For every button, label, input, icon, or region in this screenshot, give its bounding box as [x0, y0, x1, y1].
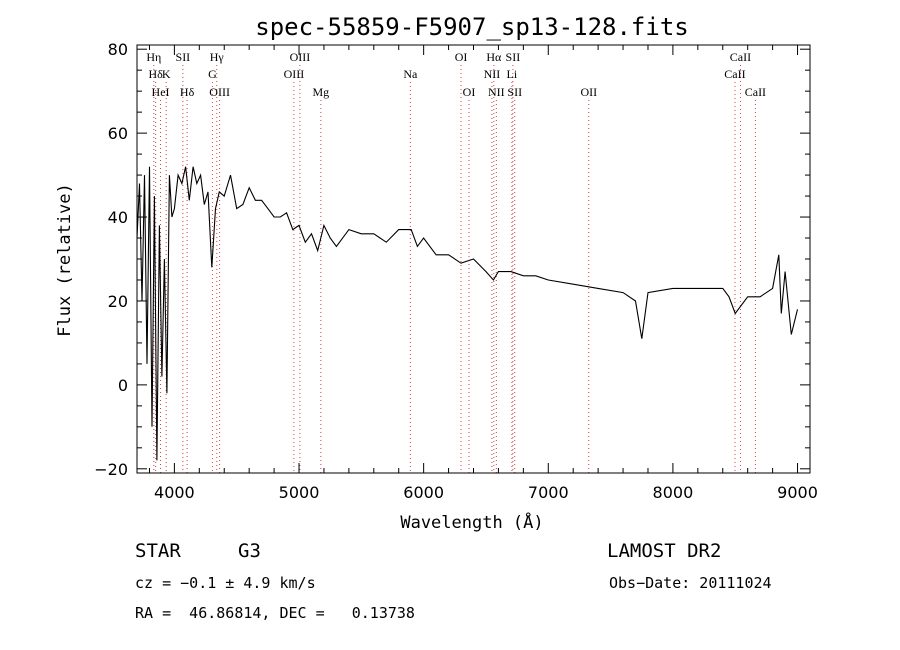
chart-title: spec-55859-F5907_sp13-128.fits [255, 13, 688, 41]
spectral-line-label: OI [455, 50, 468, 64]
spectral-line-label: Li [507, 67, 518, 81]
spectral-line-label: NII [484, 67, 501, 81]
axis-ticks: 4000 5000 6000 7000 8000 9000 −20 0 20 40 60 80 [94, 40, 818, 502]
observation-date: Obs−Date: 20111024 [609, 574, 772, 592]
y-tick-label: 80 [108, 40, 128, 59]
spectral-line-label: SII [507, 85, 522, 99]
spectral-line-label: OIII [290, 50, 311, 64]
x-tick-label: 5000 [279, 483, 320, 502]
spectral-line-label: OIII [209, 85, 230, 99]
spectral-line-label: OII [580, 85, 597, 99]
x-tick-label: 6000 [403, 483, 444, 502]
y-tick-label: 60 [108, 124, 128, 143]
x-tick-label: 9000 [777, 483, 818, 502]
y-tick-label: 0 [118, 376, 128, 395]
spectral-line-label: CaII [745, 85, 766, 99]
spectral-line-label: SII [506, 50, 521, 64]
spectral-line-label: Hγ [210, 50, 225, 64]
object-subclass: G3 [238, 540, 261, 562]
coordinates: RA = 46.86814, DEC = 0.13738 [135, 604, 415, 622]
spectral-line-label: Hη [146, 50, 161, 64]
spectral-line-label: CaII [724, 67, 745, 81]
survey-name: LAMOST DR2 [607, 540, 722, 562]
spectral-line-label: HeI [152, 85, 170, 99]
spectral-line-label: SII [176, 50, 191, 64]
spectrum-line [136, 166, 799, 461]
y-tick-label: 20 [108, 292, 128, 311]
spectral-line-label: Na [403, 67, 418, 81]
spectral-line-label: Hδ [180, 85, 195, 99]
spectral-line-label: CaII [730, 50, 751, 64]
y-axis-label: Flux (relative) [55, 183, 75, 337]
spectral-line-markers [153, 65, 756, 473]
spectral-line-label: K [162, 67, 171, 81]
spectral-line-label: G [208, 67, 217, 81]
spectral-line-label: Mg [312, 85, 329, 99]
spectral-line-label: Hα [486, 50, 502, 64]
y-tick-label: 40 [108, 208, 128, 227]
x-axis-label: Wavelength (Å) [400, 511, 543, 533]
redshift-cz: cz = −0.1 ± 4.9 km/s [135, 574, 316, 592]
x-tick-label: 7000 [528, 483, 569, 502]
object-class: STAR [135, 540, 181, 562]
x-tick-label: 4000 [154, 483, 195, 502]
x-tick-label: 8000 [653, 483, 694, 502]
y-tick-label: −20 [94, 460, 128, 479]
spectral-line-label: Hδ [149, 67, 164, 81]
spectral-line-label: NII [488, 85, 505, 99]
spectral-line-label: OI [463, 85, 476, 99]
spectral-line-label: OIII [284, 67, 305, 81]
